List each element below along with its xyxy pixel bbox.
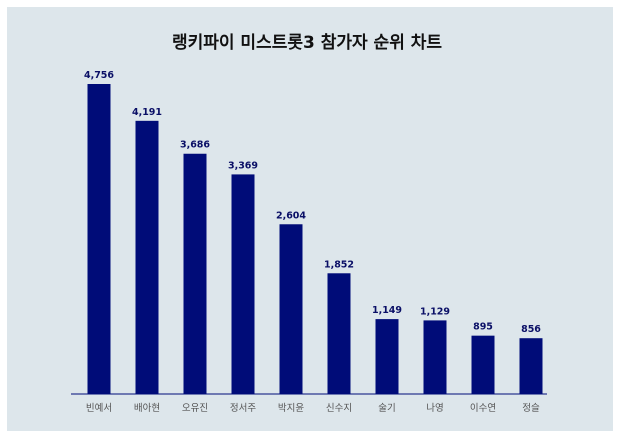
bar-8 — [423, 320, 447, 394]
bar-1 — [87, 84, 111, 394]
value-label-1: 4,756 — [84, 70, 114, 81]
value-label-7: 1,149 — [372, 305, 402, 316]
bar-3 — [183, 153, 207, 394]
bar-5 — [279, 224, 303, 394]
category-label-6: 신수지 — [326, 403, 352, 414]
category-label-3: 오유진 — [182, 403, 208, 414]
value-label-3: 3,686 — [180, 140, 210, 151]
value-label-10: 856 — [521, 324, 541, 335]
value-label-8: 1,129 — [420, 306, 450, 317]
category-label-1: 빈예서 — [86, 403, 112, 414]
category-label-7: 술기 — [378, 403, 395, 414]
value-label-4: 3,369 — [228, 160, 258, 171]
value-label-5: 2,604 — [276, 210, 306, 221]
bars-group: 4,756 빈예서 4,191 배아현 3,686 오유진 3,369 정서주 2,604 박지윤… — [84, 70, 543, 414]
bar-chart: 랭키파이 미스트롯3 참가자 순위 차트 4,756 빈예서 4,191 배아현 3,6… — [71, 32, 547, 414]
category-label-8: 나영 — [426, 403, 443, 414]
bar-10 — [519, 338, 543, 394]
bar-6 — [327, 273, 351, 394]
chart-title: 랭키파이 미스트롯3 참가자 순위 차트 — [172, 32, 442, 53]
bar-2 — [135, 120, 159, 395]
bar-7 — [375, 319, 399, 394]
category-label-2: 배아현 — [134, 403, 160, 414]
value-label-6: 1,852 — [324, 259, 354, 270]
value-label-2: 4,191 — [132, 107, 162, 118]
category-label-4: 정서주 — [230, 403, 256, 414]
chart-panel: 랭키파이 미스트롯3 참가자 순위 차트 4,756 빈예서 4,191 배아현 3,6… — [7, 7, 613, 431]
bar-4 — [231, 174, 255, 394]
value-label-9: 895 — [473, 322, 493, 333]
category-label-9: 이수연 — [470, 403, 496, 414]
bar-9 — [471, 335, 495, 394]
category-label-5: 박지윤 — [278, 403, 304, 414]
category-label-10: 정슬 — [522, 403, 540, 414]
